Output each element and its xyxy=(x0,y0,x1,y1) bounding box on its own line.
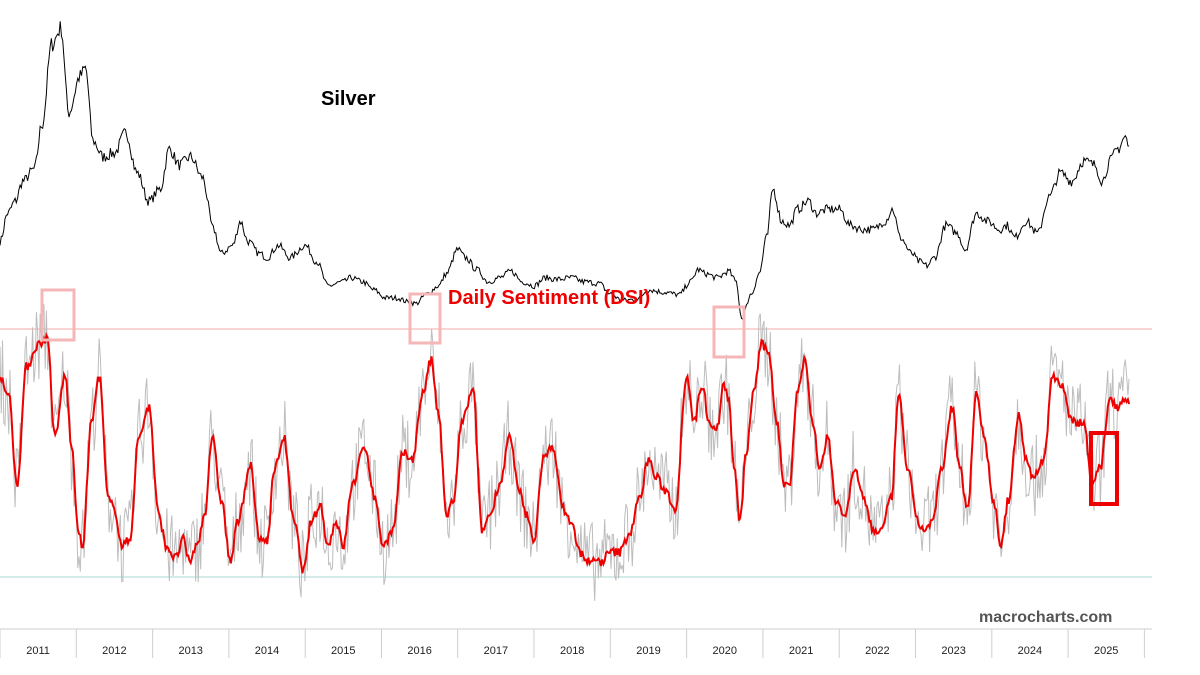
x-tick-label: 2017 xyxy=(484,645,508,657)
dsi-label: Daily Sentiment (DSI) xyxy=(448,287,650,309)
x-tick-label: 2022 xyxy=(865,645,889,657)
x-tick-label: 2015 xyxy=(331,645,355,657)
dsi-raw-line xyxy=(0,304,1130,601)
extreme-box-2020 xyxy=(712,305,746,359)
watermark: macrocharts.com xyxy=(979,609,1112,626)
x-tick-label: 2011 xyxy=(26,645,50,657)
x-axis-ticks: 2011 2012 2013 2014 2015 2016 2017 2018 2019 2020… xyxy=(0,629,1145,658)
extreme-box-2011 xyxy=(40,288,76,342)
x-tick-label: 2025 xyxy=(1094,645,1118,657)
x-tick-label: 2024 xyxy=(1018,645,1042,657)
x-tick-label: 2018 xyxy=(560,645,584,657)
x-tick-label: 2016 xyxy=(407,645,431,657)
x-tick-label: 2014 xyxy=(255,645,279,657)
x-tick-label: 2020 xyxy=(713,645,737,657)
x-tick-label: 2012 xyxy=(102,645,126,657)
dsi-smoothed-line xyxy=(0,331,1131,574)
silver-label: Silver xyxy=(321,88,376,110)
x-tick-label: 2019 xyxy=(636,645,660,657)
x-tick-label: 2023 xyxy=(941,645,965,657)
x-tick-label: 2021 xyxy=(789,645,813,657)
extreme-box-2016 xyxy=(408,292,442,345)
x-tick-label: 2013 xyxy=(178,645,202,657)
silver-price-line xyxy=(0,21,1130,321)
current-reading-box-2025 xyxy=(1089,431,1119,506)
